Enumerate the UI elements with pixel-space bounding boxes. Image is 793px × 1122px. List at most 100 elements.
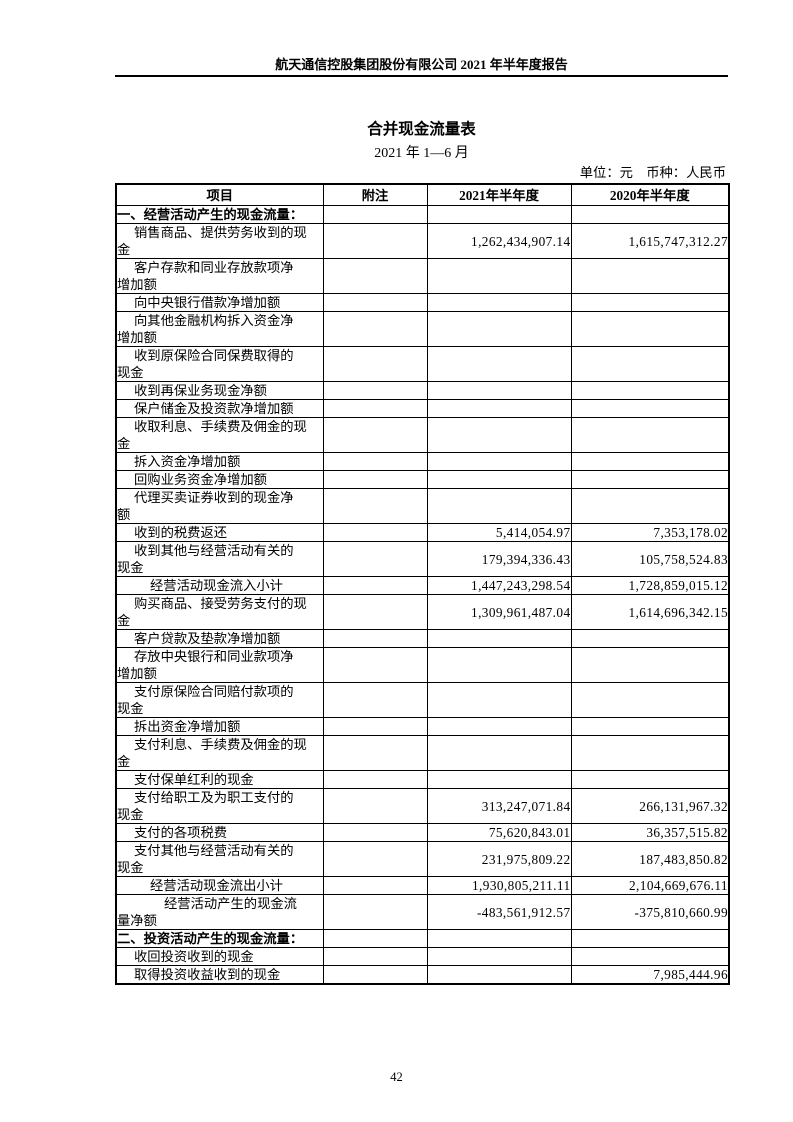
row-value-2020: 7,985,444.96 <box>570 965 730 985</box>
row-item-label: 客户贷款及垫款净增加额 <box>115 629 324 648</box>
row-item-label: 向其他金融机构拆入资金净 增加额 <box>115 311 324 347</box>
column-header-item: 项目 <box>115 183 324 206</box>
row-value-2020 <box>570 311 730 347</box>
row-note-cell <box>322 258 428 294</box>
row-item-label: 收取利息、手续费及佣金的现 金 <box>115 417 324 453</box>
row-value-2021 <box>426 417 572 453</box>
table-row: 代理买卖证券收到的现金净 额 <box>115 488 730 524</box>
row-value-2020 <box>570 682 730 718</box>
row-note-cell <box>322 381 428 400</box>
row-note-cell <box>322 346 428 382</box>
row-value-2020 <box>570 770 730 789</box>
row-value-2020 <box>570 293 730 312</box>
row-note-cell <box>322 841 428 877</box>
table-row: 二、投资活动产生的现金流量： <box>115 929 730 948</box>
unit-currency-line: 单位：元 币种：人民币 <box>579 165 726 180</box>
row-note-cell <box>322 523 428 542</box>
row-item-label: 代理买卖证券收到的现金净 额 <box>115 488 324 524</box>
row-value-2021: 179,394,336.43 <box>426 541 572 577</box>
content-area: 航天通信控股集团股份有限公司 2021 年半年度报告 合并现金流量表 2021 … <box>115 0 730 985</box>
row-note-cell <box>322 894 428 930</box>
row-value-2021 <box>426 470 572 489</box>
row-note-cell <box>322 594 428 630</box>
row-value-2021 <box>426 717 572 736</box>
row-value-2020: 2,104,669,676.11 <box>570 876 730 895</box>
row-value-2021: 1,262,434,907.14 <box>426 223 572 259</box>
row-value-2021 <box>426 205 572 224</box>
row-value-2020 <box>570 470 730 489</box>
table-row: 收到再保业务现金净额 <box>115 381 730 400</box>
row-item-label: 二、投资活动产生的现金流量： <box>115 929 324 948</box>
cashflow-table-body: 一、经营活动产生的现金流量： 销售商品、提供劳务收到的现 金 1,262,434,9… <box>115 205 730 985</box>
row-note-cell <box>322 735 428 771</box>
row-item-label: 取得投资收益收到的现金 <box>115 965 324 985</box>
table-row: 支付原保险合同赔付款项的 现金 <box>115 682 730 718</box>
row-note-cell <box>322 717 428 736</box>
table-row: 收到原保险合同保费取得的 现金 <box>115 346 730 382</box>
table-row: 存放中央银行和同业款项净 增加额 <box>115 647 730 683</box>
row-value-2020 <box>570 452 730 471</box>
row-note-cell <box>322 965 428 985</box>
table-row: 收取利息、手续费及佣金的现 金 <box>115 417 730 453</box>
row-value-2021 <box>426 346 572 382</box>
table-row: 客户贷款及垫款净增加额 <box>115 629 730 648</box>
row-note-cell <box>322 682 428 718</box>
row-note-cell <box>322 823 428 842</box>
table-row: 支付的各项税费 75,620,843.01 36,357,515.82 <box>115 823 730 842</box>
row-value-2021 <box>426 399 572 418</box>
row-value-2021: -483,561,912.57 <box>426 894 572 930</box>
row-note-cell <box>322 205 428 224</box>
row-value-2021: 5,414,054.97 <box>426 523 572 542</box>
row-value-2020: 266,131,967.32 <box>570 788 730 824</box>
row-value-2021 <box>426 452 572 471</box>
row-note-cell <box>322 488 428 524</box>
table-row: 取得投资收益收到的现金 7,985,444.96 <box>115 965 730 985</box>
row-value-2020: 1,614,696,342.15 <box>570 594 730 630</box>
row-value-2020 <box>570 399 730 418</box>
table-header-row: 项目 附注 2021年半年度 2020年半年度 <box>115 183 730 206</box>
document-header-title: 航天通信控股集团股份有限公司 2021 年半年度报告 <box>275 57 568 72</box>
row-value-2021 <box>426 965 572 985</box>
row-value-2021: 313,247,071.84 <box>426 788 572 824</box>
row-item-label: 收到的税费返还 <box>115 523 324 542</box>
table-row: 经营活动现金流入小计 1,447,243,298.54 1,728,859,015.… <box>115 576 730 595</box>
page-number: 42 <box>390 1070 403 1084</box>
table-row: 支付其他与经营活动有关的 现金 231,975,809.22 187,483,850… <box>115 841 730 877</box>
row-note-cell <box>322 399 428 418</box>
row-note-cell <box>322 223 428 259</box>
row-note-cell <box>322 293 428 312</box>
row-note-cell <box>322 876 428 895</box>
header-rule <box>115 75 728 77</box>
row-value-2021 <box>426 947 572 966</box>
table-row: 拆出资金净增加额 <box>115 717 730 736</box>
row-item-label: 向中央银行借款净增加额 <box>115 293 324 312</box>
table-row: 经营活动现金流出小计 1,930,805,211.11 2,104,669,676.… <box>115 876 730 895</box>
row-note-cell <box>322 629 428 648</box>
row-value-2020: 187,483,850.82 <box>570 841 730 877</box>
row-value-2021: 75,620,843.01 <box>426 823 572 842</box>
row-value-2021 <box>426 929 572 948</box>
row-value-2021 <box>426 770 572 789</box>
table-row: 购买商品、接受劳务支付的现 金 1,309,961,487.04 1,614,696… <box>115 594 730 630</box>
row-item-label: 支付利息、手续费及佣金的现 金 <box>115 735 324 771</box>
row-value-2021 <box>426 629 572 648</box>
row-item-label: 客户存款和同业存放款项净 增加额 <box>115 258 324 294</box>
row-value-2020 <box>570 205 730 224</box>
row-item-label: 存放中央银行和同业款项净 增加额 <box>115 647 324 683</box>
row-value-2020: -375,810,660.99 <box>570 894 730 930</box>
row-item-label: 一、经营活动产生的现金流量： <box>115 205 324 224</box>
cashflow-table: 项目 附注 2021年半年度 2020年半年度 一、经营活动产生的现金流量： 销售… <box>115 183 730 985</box>
table-row: 客户存款和同业存放款项净 增加额 <box>115 258 730 294</box>
row-note-cell <box>322 470 428 489</box>
row-item-label: 保户储金及投资款净增加额 <box>115 399 324 418</box>
row-value-2020: 1,615,747,312.27 <box>570 223 730 259</box>
page-title: 合并现金流量表 <box>367 121 476 138</box>
row-item-label: 收到再保业务现金净额 <box>115 381 324 400</box>
row-note-cell <box>322 576 428 595</box>
row-item-label: 经营活动现金流出小计 <box>115 876 324 895</box>
table-row: 支付保单红利的现金 <box>115 770 730 789</box>
row-value-2020: 36,357,515.82 <box>570 823 730 842</box>
row-item-label: 销售商品、提供劳务收到的现 金 <box>115 223 324 259</box>
report-period: 2021 年 1—6 月 <box>374 146 469 161</box>
row-value-2020 <box>570 947 730 966</box>
